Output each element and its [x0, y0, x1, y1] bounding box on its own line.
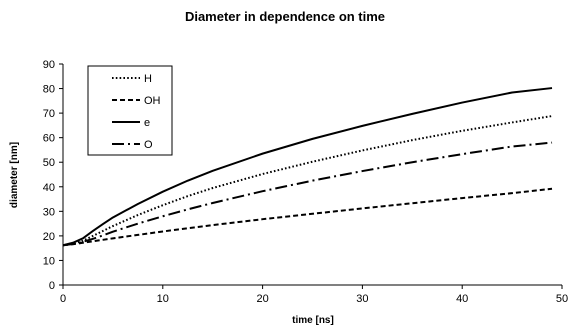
- y-tick-label: 0: [49, 280, 55, 292]
- y-axis-ticks: 0 10 20 30 40 50 60 70 80 90: [43, 59, 63, 292]
- series-line-e: [62, 87, 553, 247]
- legend: H OH eO: [87, 65, 173, 156]
- x-tick-label: 10: [157, 293, 169, 305]
- series-line-oh: [62, 187, 553, 247]
- series-layer: [62, 87, 553, 247]
- x-tick-label: 0: [60, 293, 66, 305]
- x-tick-label: 40: [456, 293, 468, 305]
- y-tick-label: 70: [43, 108, 55, 120]
- legend-box: [87, 65, 173, 156]
- x-tick-label: 50: [556, 293, 568, 305]
- y-tick-label: 10: [43, 255, 55, 267]
- x-tick-label: 20: [256, 293, 268, 305]
- x-tick-label: 30: [356, 293, 368, 305]
- legend-label-o: O: [144, 139, 153, 151]
- x-axis-label: time [ns]: [292, 315, 334, 325]
- legend-label-oh: OH: [144, 95, 161, 107]
- y-tick-label: 80: [43, 84, 55, 96]
- x-axis-ticks: 0 10 20 30 40 50: [60, 285, 568, 305]
- y-tick-label: 60: [43, 133, 55, 145]
- legend-label-h: H: [144, 73, 152, 85]
- chart-title: Diameter in dependence on time: [185, 9, 385, 24]
- y-tick-label: 20: [43, 231, 55, 243]
- legend-label-e: e: [144, 117, 150, 129]
- series-line-o: [62, 141, 553, 247]
- series-line-h: [62, 115, 553, 247]
- y-tick-label: 50: [43, 157, 55, 169]
- y-tick-label: 40: [43, 182, 55, 194]
- y-tick-label: 30: [43, 206, 55, 218]
- y-axis-label: diameter [nm]: [9, 142, 20, 208]
- plot-area: [62, 64, 562, 286]
- y-tick-label: 90: [43, 59, 55, 71]
